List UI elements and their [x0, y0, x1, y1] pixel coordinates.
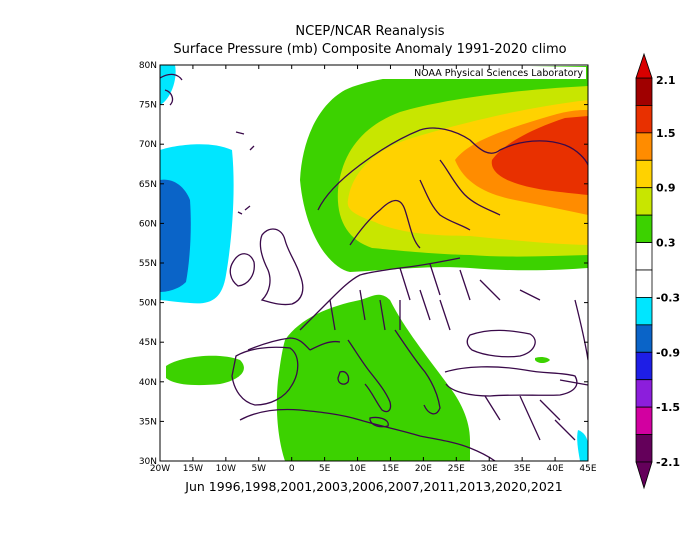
latitude-axis: 80N 75N 70N 65N 60N 55N 50N 45N 40N 35N 30N [139, 61, 588, 467]
lat-tick-label: 50N [139, 299, 157, 309]
lon-tick-label: 5E [319, 464, 331, 474]
colorbar-arrow-bottom [635, 461, 653, 490]
lon-tick-label: 40E [547, 464, 564, 474]
colorbar-label: 0.3 [656, 237, 676, 250]
colorbar-segment [635, 132, 653, 161]
lon-tick-label: 10W [216, 464, 236, 474]
lat-tick-label: 80N [139, 61, 157, 71]
colorbar-segment [635, 406, 653, 435]
lon-tick-label: 20W [150, 464, 170, 474]
colorbar-segment [635, 159, 653, 189]
colorbar-label: -0.9 [656, 346, 680, 359]
colorbar-segment [635, 297, 653, 326]
colorbar-segment [635, 434, 653, 463]
strong-negative-anomaly-west [160, 179, 191, 292]
colorbar-segment [635, 77, 653, 106]
colorbar-label: -1.5 [656, 401, 680, 414]
lon-tick-label: 25E [448, 464, 465, 474]
colorbar-segment [635, 379, 653, 408]
positive-anomaly-south [276, 294, 470, 461]
colorbar-label: 1.5 [656, 127, 676, 140]
lat-tick-label: 35N [139, 417, 157, 427]
lon-tick-label: 5W [251, 464, 266, 474]
colorbar-label: 0.9 [656, 182, 676, 195]
colorbar-segment [635, 187, 653, 216]
composite-years-label: Jun 1996,1998,2001,2003,2006,2007,2011,2… [185, 479, 563, 494]
colorbar-arrow-top [635, 52, 653, 79]
title-line-1: NCEP/NCAR Reanalysis [295, 24, 445, 39]
lon-tick-label: 35E [514, 464, 531, 474]
colorbar-segment [635, 324, 653, 353]
longitude-axis: 20W 15W 10W 5W 0 5E 10E 15E 20E 25E 30E 35E 40E 45E [150, 65, 597, 474]
lat-tick-label: 55N [139, 259, 157, 269]
colorbar-label: -2.1 [656, 456, 680, 469]
lon-tick-label: 10E [349, 464, 366, 474]
lon-tick-label: 30E [481, 464, 498, 474]
colorbar-segment [635, 214, 653, 243]
lat-tick-label: 40N [139, 378, 157, 388]
colorbar-label: -0.3 [656, 291, 680, 304]
coastlines [160, 73, 588, 461]
colorbar-segment [635, 351, 653, 381]
lat-tick-label: 65N [139, 180, 157, 190]
colorbar-label: 2.1 [656, 74, 676, 87]
credit-box [366, 67, 586, 79]
lat-tick-label: 70N [139, 140, 157, 150]
lon-tick-label: 45E [579, 464, 596, 474]
credit-label: NOAA Physical Sciences Laboratory [414, 68, 583, 79]
colorbar-segment [635, 242, 653, 271]
colorbar: 2.1 1.5 0.9 0.3 -0.3 -0.9 -1.5 -2.1 [635, 52, 680, 490]
lon-tick-label: 15E [382, 464, 399, 474]
lon-tick-label: 0 [289, 464, 295, 474]
colorbar-segment [635, 105, 653, 134]
lon-tick-label: 20E [415, 464, 432, 474]
lat-tick-label: 60N [139, 219, 157, 229]
colorbar-segment [635, 269, 653, 298]
anomaly-field [160, 65, 588, 461]
lat-tick-label: 30N [139, 457, 157, 467]
lat-tick-label: 45N [139, 338, 157, 348]
title-line-2: Surface Pressure (mb) Composite Anomaly … [173, 42, 567, 57]
lon-tick-label: 15W [183, 464, 203, 474]
lat-tick-label: 75N [139, 101, 157, 111]
